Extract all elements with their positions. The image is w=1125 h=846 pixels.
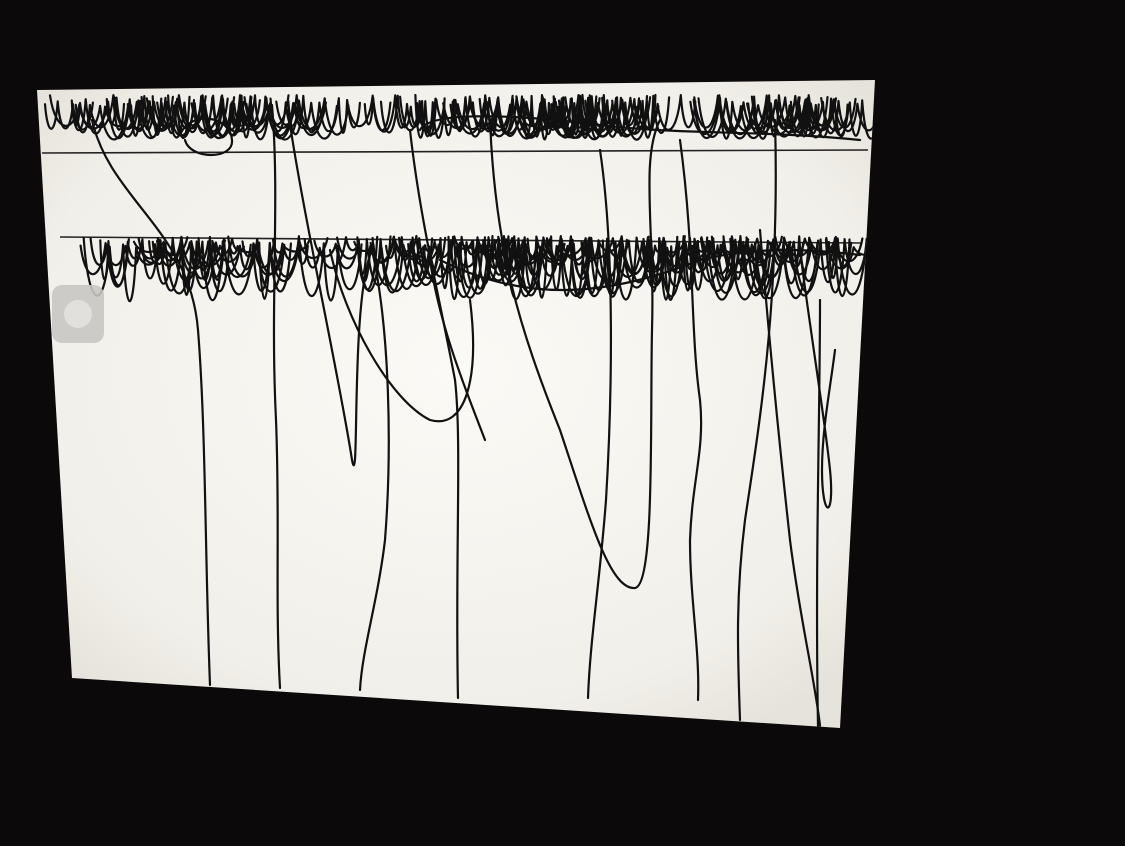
stroke xyxy=(270,103,282,690)
stroke xyxy=(824,237,869,294)
stroke xyxy=(477,236,591,299)
stroke xyxy=(337,94,392,134)
stroke xyxy=(478,97,568,135)
stroke xyxy=(798,248,837,509)
stroke xyxy=(696,235,835,295)
stroke xyxy=(642,236,709,274)
stroke xyxy=(287,94,340,136)
stroke xyxy=(539,95,652,139)
stroke xyxy=(43,100,94,131)
stroke xyxy=(132,240,214,280)
guide-line xyxy=(41,149,869,154)
stroke xyxy=(483,235,566,288)
stroke xyxy=(449,95,500,131)
stroke xyxy=(414,93,438,139)
stroke xyxy=(411,236,543,299)
stroke xyxy=(485,235,587,271)
stroke xyxy=(190,94,261,132)
stroke xyxy=(601,96,649,141)
stroke xyxy=(275,94,326,137)
stroke xyxy=(211,237,329,292)
stroke xyxy=(336,235,379,291)
stroke xyxy=(428,258,487,442)
stroke xyxy=(71,98,142,137)
stroke xyxy=(580,235,685,298)
stroke xyxy=(70,95,163,141)
stroke xyxy=(286,108,390,692)
stroke xyxy=(241,239,311,276)
stroke xyxy=(90,118,212,687)
stroke xyxy=(697,95,800,140)
stroke xyxy=(328,248,475,423)
stroke xyxy=(258,241,292,300)
stroke xyxy=(579,95,649,141)
stroke xyxy=(89,237,130,288)
stroke xyxy=(151,240,242,295)
stroke xyxy=(725,94,801,138)
stroke xyxy=(48,94,150,140)
stroke xyxy=(208,238,285,293)
stroke xyxy=(729,235,853,301)
stroke xyxy=(605,238,665,287)
stroke xyxy=(453,238,479,283)
stroke xyxy=(167,94,229,139)
stroke xyxy=(212,94,295,139)
stroke xyxy=(678,138,703,702)
stroke xyxy=(353,235,480,288)
stroke xyxy=(201,94,252,139)
stroke xyxy=(303,235,392,287)
stroke xyxy=(789,97,820,135)
assistive-touch-icon xyxy=(64,300,92,328)
stroke xyxy=(815,298,822,728)
stroke xyxy=(408,128,460,700)
stroke xyxy=(453,94,512,138)
stroke xyxy=(820,94,875,140)
drawing xyxy=(41,93,875,728)
stroke xyxy=(515,94,593,141)
stroke xyxy=(447,235,498,300)
stroke xyxy=(758,228,822,728)
